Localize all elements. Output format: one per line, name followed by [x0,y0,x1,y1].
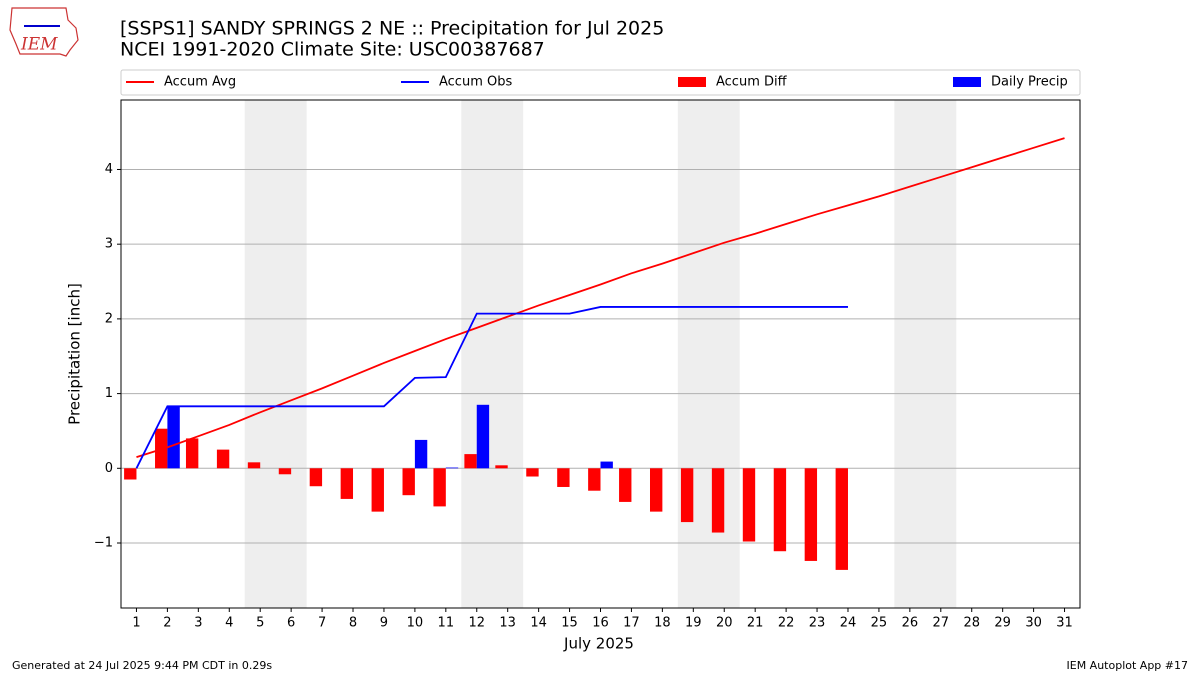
y-tick-label: 3 [105,237,113,252]
x-tick-label: 6 [287,616,295,631]
legend-box [120,69,1081,96]
bar [476,404,490,469]
bar [124,468,137,480]
x-tick-label: 3 [194,616,202,631]
y-axis-label: Precipitation [inch] [66,283,84,425]
bar [742,468,756,542]
y-tick-label: 2 [105,311,113,326]
x-tick-label: 21 [747,616,764,631]
x-tick-label: 14 [530,616,547,631]
bar [600,461,613,469]
x-tick-label: 2 [163,616,171,631]
x-tick-label: 4 [225,616,233,631]
bar [371,468,384,512]
x-tick-label: 7 [318,616,326,631]
x-tick-label: 19 [685,616,702,631]
line [135,306,848,469]
bar [216,449,230,469]
shaded-span [894,100,957,608]
x-tick-label: 31 [1056,616,1073,631]
x-tick-label: 13 [499,616,516,631]
bar [557,468,570,487]
bar [773,468,787,552]
x-tick-label: 1 [132,616,140,631]
x-tick-label: 23 [809,616,826,631]
y-tick-label: −1 [94,536,113,551]
bar [185,438,199,469]
x-tick-label: 17 [623,616,640,631]
x-axis-label: July 2025 [563,635,634,653]
bar [588,468,601,491]
bar [445,467,459,469]
x-tick-label: 18 [654,616,671,631]
plot-frame [120,99,1081,609]
shaded-span [677,100,740,608]
x-tick-label: 28 [963,616,980,631]
bar [804,468,818,561]
logo: IEM [9,7,79,57]
bar [309,468,323,487]
bar [619,468,632,502]
legend-label: Accum Avg [164,75,236,90]
x-tick-label: 25 [871,616,888,631]
x-tick-label: 5 [256,616,264,631]
x-tick-label: 24 [840,616,857,631]
bar [526,468,539,477]
bar [649,468,663,512]
bar [402,468,415,496]
x-tick-label: 26 [902,616,919,631]
legend-label: Daily Precip [991,75,1068,90]
chart-subtitle: NCEI 1991-2020 Climate Site: USC00387687 [120,39,545,61]
x-tick-label: 27 [933,616,950,631]
footer-right: IEM Autoplot App #17 [1067,659,1189,672]
legend-label: Accum Obs [439,75,512,90]
x-tick-label: 29 [994,616,1011,631]
y-tick-label: 1 [105,386,113,401]
x-tick-label: 15 [561,616,578,631]
x-tick-label: 11 [438,616,455,631]
legend-swatch [953,77,981,87]
x-tick-label: 12 [468,616,485,631]
bar [433,468,446,507]
y-tick-label: 0 [105,461,113,476]
footer-left: Generated at 24 Jul 2025 9:44 PM CDT in … [12,659,272,672]
y-tick-label: 4 [105,162,113,177]
line [136,137,1065,458]
x-tick-label: 16 [592,616,609,631]
shaded-span [244,100,307,608]
x-tick-label: 22 [778,616,795,631]
bar [247,462,261,469]
logo-outline [9,7,79,57]
x-tick-label: 30 [1025,616,1042,631]
bar [680,468,694,523]
bar [278,468,292,475]
bar [414,439,428,469]
x-tick-label: 8 [349,616,357,631]
legend-swatch [678,77,706,87]
bar [340,468,354,499]
legend-label: Accum Diff [716,75,788,90]
chart-title: [SSPS1] SANDY SPRINGS 2 NE :: Precipitat… [120,18,664,40]
bar [711,468,725,533]
shaded-span [461,100,524,608]
bar [464,454,477,469]
bar [495,465,508,469]
bar [167,406,180,469]
logo-text: IEM [20,35,58,55]
x-tick-label: 20 [716,616,733,631]
bar [835,468,848,570]
x-tick-label: 9 [380,616,388,631]
x-tick-label: 10 [407,616,424,631]
